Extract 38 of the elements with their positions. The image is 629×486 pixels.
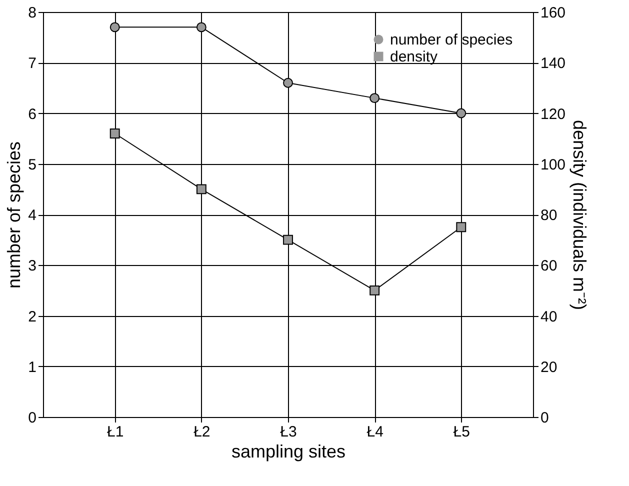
y-tick-label: 1: [28, 358, 36, 376]
point: [283, 78, 293, 88]
y2-tick-label: 120: [540, 106, 566, 123]
y-tick-label: 0: [28, 410, 36, 426]
y-tick-label: 6: [28, 106, 36, 123]
y-tick-label: 3: [28, 258, 36, 275]
x-tick-label: Ł5: [453, 424, 470, 440]
y-tick-label: 2: [28, 308, 36, 326]
point: [370, 93, 380, 104]
y-axis-title: number of species: [4, 141, 24, 289]
x-tick-label: Ł4: [366, 424, 384, 440]
point: [456, 108, 466, 118]
y2-tick-label: 0: [540, 410, 549, 426]
y2-tick-label: 100: [540, 156, 566, 174]
point: [196, 22, 206, 32]
x-tick-label: Ł3: [280, 424, 297, 440]
y2-tick-label: 20: [540, 358, 558, 376]
y-tick-label: 5: [28, 156, 36, 174]
legend-label: density: [390, 48, 438, 66]
point: [110, 128, 120, 138]
y-tick-label: 4: [28, 207, 36, 224]
y2-tick-label: 80: [540, 207, 558, 224]
y2-tick-label: 40: [540, 308, 558, 326]
y-tick-label: 7: [28, 55, 36, 72]
point: [370, 285, 380, 296]
y-tick-label: 8: [28, 4, 36, 22]
point: [110, 22, 120, 32]
y2-tick-label: 60: [540, 258, 558, 275]
point: [196, 184, 206, 194]
y2-tick-label: 140: [540, 55, 566, 72]
point: [456, 222, 466, 232]
x-axis-title: sampling sites: [231, 442, 346, 462]
y2-axis-title: density (individuals m⁻²): [570, 120, 590, 310]
legend-label: number of species: [390, 32, 513, 48]
x-tick-label: Ł2: [194, 424, 210, 440]
y2-tick-label: 160: [540, 4, 566, 22]
point: [283, 234, 293, 245]
x-tick-label: Ł1: [107, 424, 124, 440]
